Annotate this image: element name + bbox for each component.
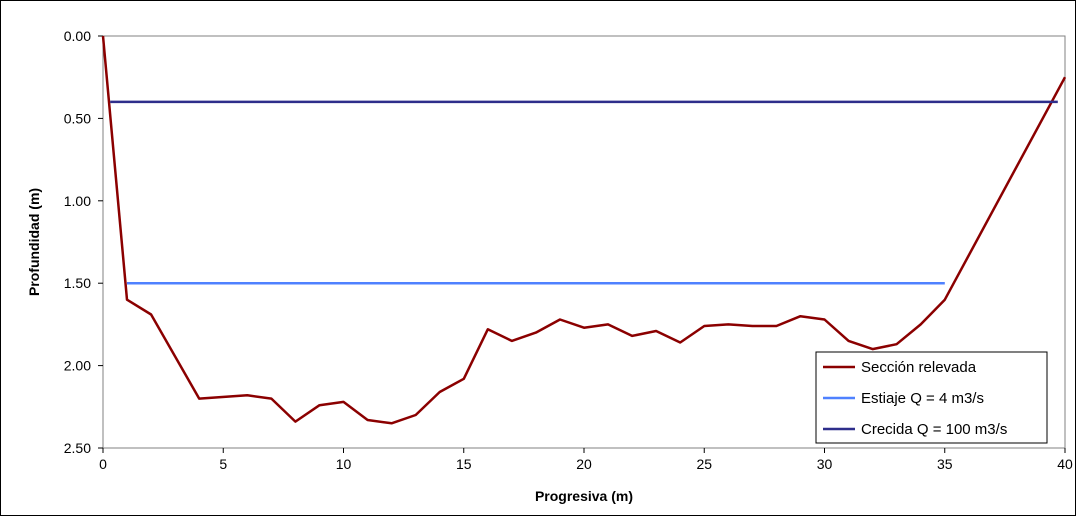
x-tick-label: 15 — [456, 456, 472, 472]
x-axis: 0 5 10 15 20 25 30 35 40 — [99, 448, 1073, 472]
y-axis: 0.00 0.50 1.00 1.50 2.00 2.50 — [64, 28, 103, 456]
x-tick-label: 5 — [219, 456, 227, 472]
legend-label: Estiaje Q = 4 m3/s — [861, 390, 984, 407]
x-tick-label: 30 — [817, 456, 833, 472]
x-tick-label: 0 — [99, 456, 107, 472]
y-tick-label: 2.50 — [64, 440, 91, 456]
x-axis-title: Progresiva (m) — [535, 488, 633, 504]
series-layer — [101, 35, 1067, 425]
y-tick-label: 1.00 — [64, 193, 91, 209]
legend-label: Sección relevada — [861, 359, 977, 376]
y-tick-label: 2.00 — [64, 358, 91, 374]
y-tick-label: 0.00 — [64, 28, 91, 44]
y-tick-label: 0.50 — [64, 110, 91, 126]
series-line-1 — [101, 35, 1067, 425]
y-axis-title: Profundidad (m) — [26, 188, 42, 296]
x-tick-label: 25 — [696, 456, 712, 472]
x-tick-label: 35 — [937, 456, 953, 472]
legend-label: Crecida Q = 100 m3/s — [861, 421, 1007, 438]
legend: Sección relevada Estiaje Q = 4 m3/s Crecid… — [815, 351, 1048, 444]
y-tick-label: 1.50 — [64, 275, 91, 291]
x-tick-label: 20 — [576, 456, 592, 472]
x-tick-label: 10 — [336, 456, 352, 472]
x-tick-label: 40 — [1057, 456, 1073, 472]
